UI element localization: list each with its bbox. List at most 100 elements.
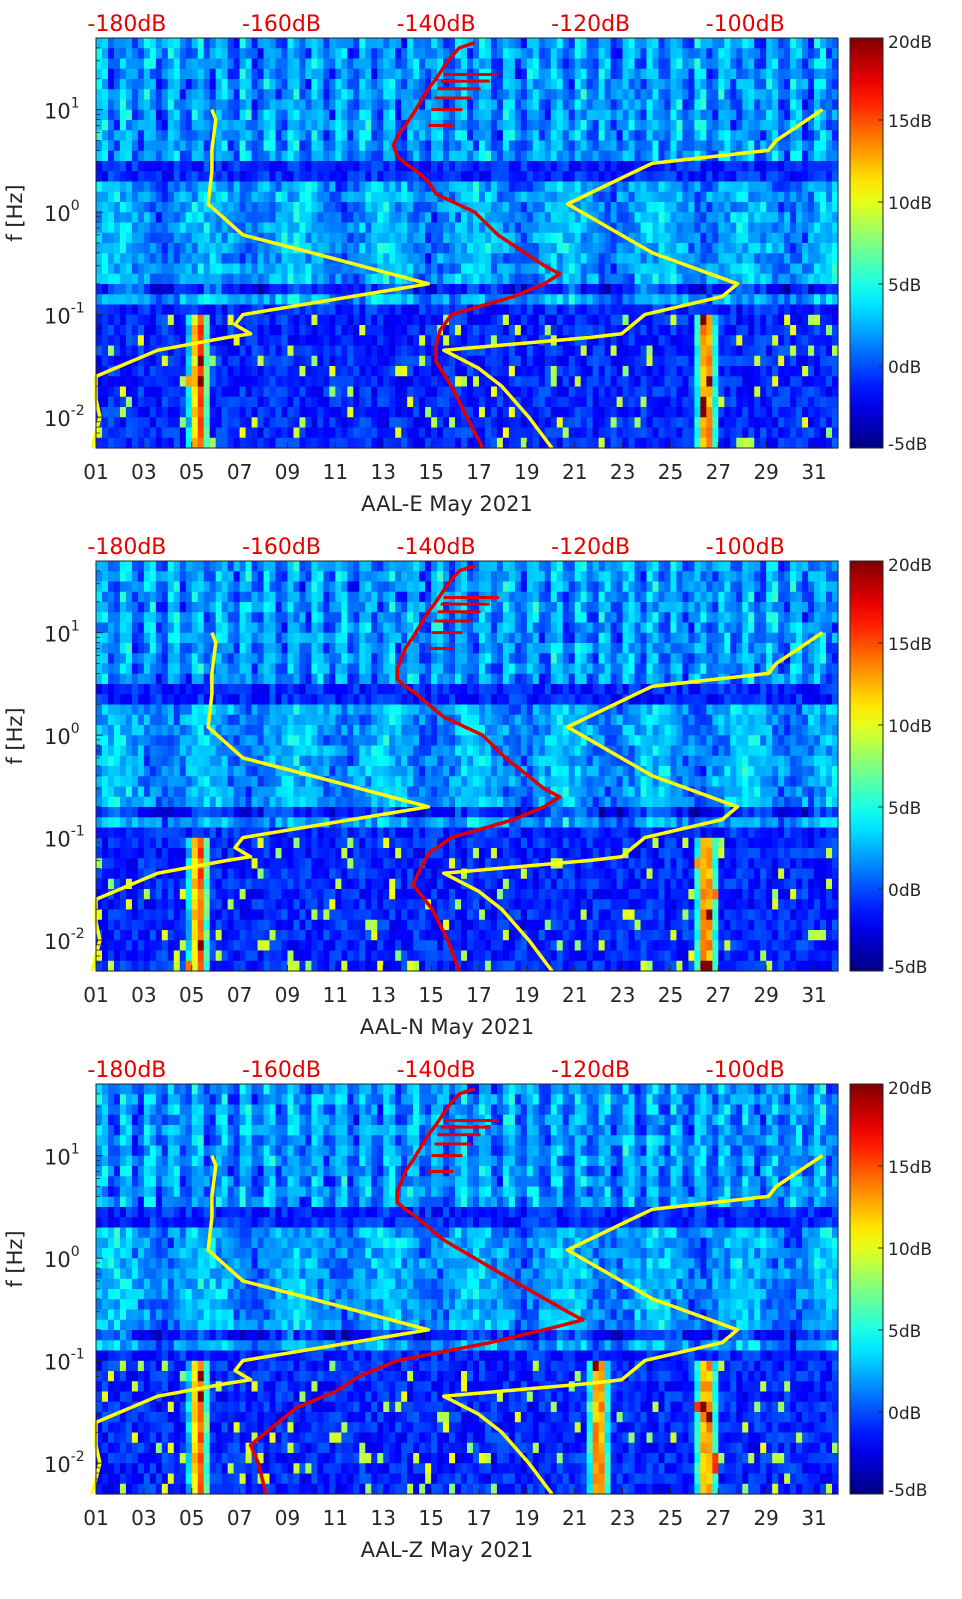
colorbar-label: -5dB: [888, 435, 927, 455]
x-tick-label: 17: [466, 460, 491, 484]
noise-model-high-line: [442, 108, 824, 450]
x-tick-label: 29: [753, 1506, 778, 1530]
spectrogram-heatmap: [96, 38, 839, 449]
colorbar-label: 10dB: [888, 1240, 932, 1260]
y-tick-label: 10-1: [44, 1347, 85, 1375]
x-tick-label: 23: [610, 983, 635, 1007]
y-tick-label: 100: [44, 721, 80, 749]
colorbar-label: 0dB: [888, 881, 921, 901]
top-db-label: -100dB: [706, 12, 785, 37]
x-tick-label: 13: [370, 1506, 395, 1530]
x-tick-label: 27: [706, 983, 731, 1007]
y-tick-label: 10-2: [44, 926, 85, 954]
x-tick-label: 19: [514, 460, 539, 484]
colorbar-label: 0dB: [888, 1404, 921, 1424]
x-tick-label: 03: [131, 983, 156, 1007]
x-tick-label: 01: [83, 1506, 108, 1530]
colorbar-label: 15dB: [888, 112, 932, 132]
colorbar-label: 0dB: [888, 358, 921, 378]
colorbar-label: 20dB: [888, 1079, 932, 1099]
x-tick-label: 03: [131, 1506, 156, 1530]
y-axis-label: f [Hz]: [3, 707, 27, 764]
x-tick-label: 17: [466, 1506, 491, 1530]
top-db-label: -120dB: [551, 1058, 630, 1083]
spectrogram-heatmap: [96, 561, 839, 972]
x-tick-label: 15: [418, 1506, 443, 1530]
x-tick-label: 11: [323, 1506, 348, 1530]
colorbar-label: 15dB: [888, 1158, 932, 1178]
colorbar-label: 5dB: [888, 276, 921, 296]
colorbar-label: 10dB: [888, 194, 932, 214]
top-db-label: -140dB: [397, 535, 476, 560]
y-tick-label: 101: [44, 1142, 80, 1170]
colorbar-label: 20dB: [888, 556, 932, 576]
x-tick-label: 07: [227, 460, 252, 484]
x-tick-label: 05: [179, 1506, 204, 1530]
y-tick-label: 10-2: [44, 403, 85, 431]
spectrogram-panel-3: 01 03 05 07 09 11 13 15 17 19 21 23 25 27 29 31 10-2 10-1…: [3, 1058, 932, 1562]
x-tick-label: 11: [323, 983, 348, 1007]
colorbar-label: 10dB: [888, 717, 932, 737]
top-db-label: -100dB: [706, 535, 785, 560]
x-tick-label: 19: [514, 1506, 539, 1530]
colorbar-label: 15dB: [888, 635, 932, 655]
x-axis-label: AAL-E May 2021: [361, 492, 533, 516]
top-db-label: -100dB: [706, 1058, 785, 1083]
median-psd-line: [391, 41, 562, 449]
noise-model-high-line: [442, 1154, 824, 1496]
median-psd-line: [248, 1087, 585, 1495]
x-tick-label: 21: [562, 983, 587, 1007]
x-tick-label: 21: [562, 460, 587, 484]
x-tick-label: 15: [418, 460, 443, 484]
colorbar: 20dB 15dB 10dB 5dB 0dB -5dB: [849, 1079, 932, 1501]
y-tick-label: 101: [44, 96, 80, 124]
x-tick-label: 17: [466, 983, 491, 1007]
x-tick-label: 25: [658, 460, 683, 484]
x-tick-label: 09: [275, 460, 300, 484]
colorbar: 20dB 15dB 10dB 5dB 0dB -5dB: [849, 556, 932, 978]
top-db-label: -120dB: [551, 535, 630, 560]
top-db-label: -140dB: [397, 1058, 476, 1083]
x-tick-label: 03: [131, 460, 156, 484]
top-db-label: -180dB: [87, 12, 166, 37]
colorbar-label: 20dB: [888, 33, 932, 53]
median-psd-line: [395, 564, 562, 972]
x-tick-label: 31: [801, 460, 826, 484]
x-axis-label: AAL-Z May 2021: [361, 1538, 534, 1562]
top-db-label: -160dB: [242, 12, 321, 37]
spectrogram-panel-2: 01 03 05 07 09 11 13 15 17 19 21 23 25 27 29 31 10-2 10-1…: [3, 535, 932, 1039]
x-tick-label: 23: [610, 460, 635, 484]
top-db-label: -160dB: [242, 1058, 321, 1083]
x-tick-label: 07: [227, 1506, 252, 1530]
y-tick-label: 101: [44, 619, 80, 647]
top-db-label: -180dB: [87, 1058, 166, 1083]
x-tick-label: 09: [275, 1506, 300, 1530]
y-tick-label: 10-1: [44, 824, 85, 852]
x-tick-label: 01: [83, 460, 108, 484]
x-tick-label: 01: [83, 983, 108, 1007]
top-db-label: -120dB: [551, 12, 630, 37]
x-tick-label: 09: [275, 983, 300, 1007]
y-tick-label: 100: [44, 1244, 80, 1272]
x-tick-label: 21: [562, 1506, 587, 1530]
x-tick-label: 25: [658, 983, 683, 1007]
x-axis-label: AAL-N May 2021: [360, 1015, 534, 1039]
colorbar-label: 5dB: [888, 1322, 921, 1342]
x-tick-label: 11: [323, 460, 348, 484]
colorbar-label: -5dB: [888, 958, 927, 978]
x-tick-label: 31: [801, 1506, 826, 1530]
x-tick-label: 23: [610, 1506, 635, 1530]
y-axis-label: f [Hz]: [3, 184, 27, 241]
colorbar: 20dB 15dB 10dB 5dB 0dB -5dB: [849, 33, 932, 455]
noise-model-high-line: [442, 631, 824, 973]
spectrogram-panel-1: 01 03 05 07 09 11 13 15 17 19 21 23 25 27 29 31 10-2 10-1…: [3, 12, 932, 516]
x-tick-label: 13: [370, 460, 395, 484]
x-tick-label: 15: [418, 983, 443, 1007]
x-tick-label: 05: [179, 983, 204, 1007]
colorbar-label: 5dB: [888, 799, 921, 819]
x-tick-label: 25: [658, 1506, 683, 1530]
top-db-label: -140dB: [397, 12, 476, 37]
x-tick-label: 27: [706, 1506, 731, 1530]
y-axis-label: f [Hz]: [3, 1230, 27, 1287]
